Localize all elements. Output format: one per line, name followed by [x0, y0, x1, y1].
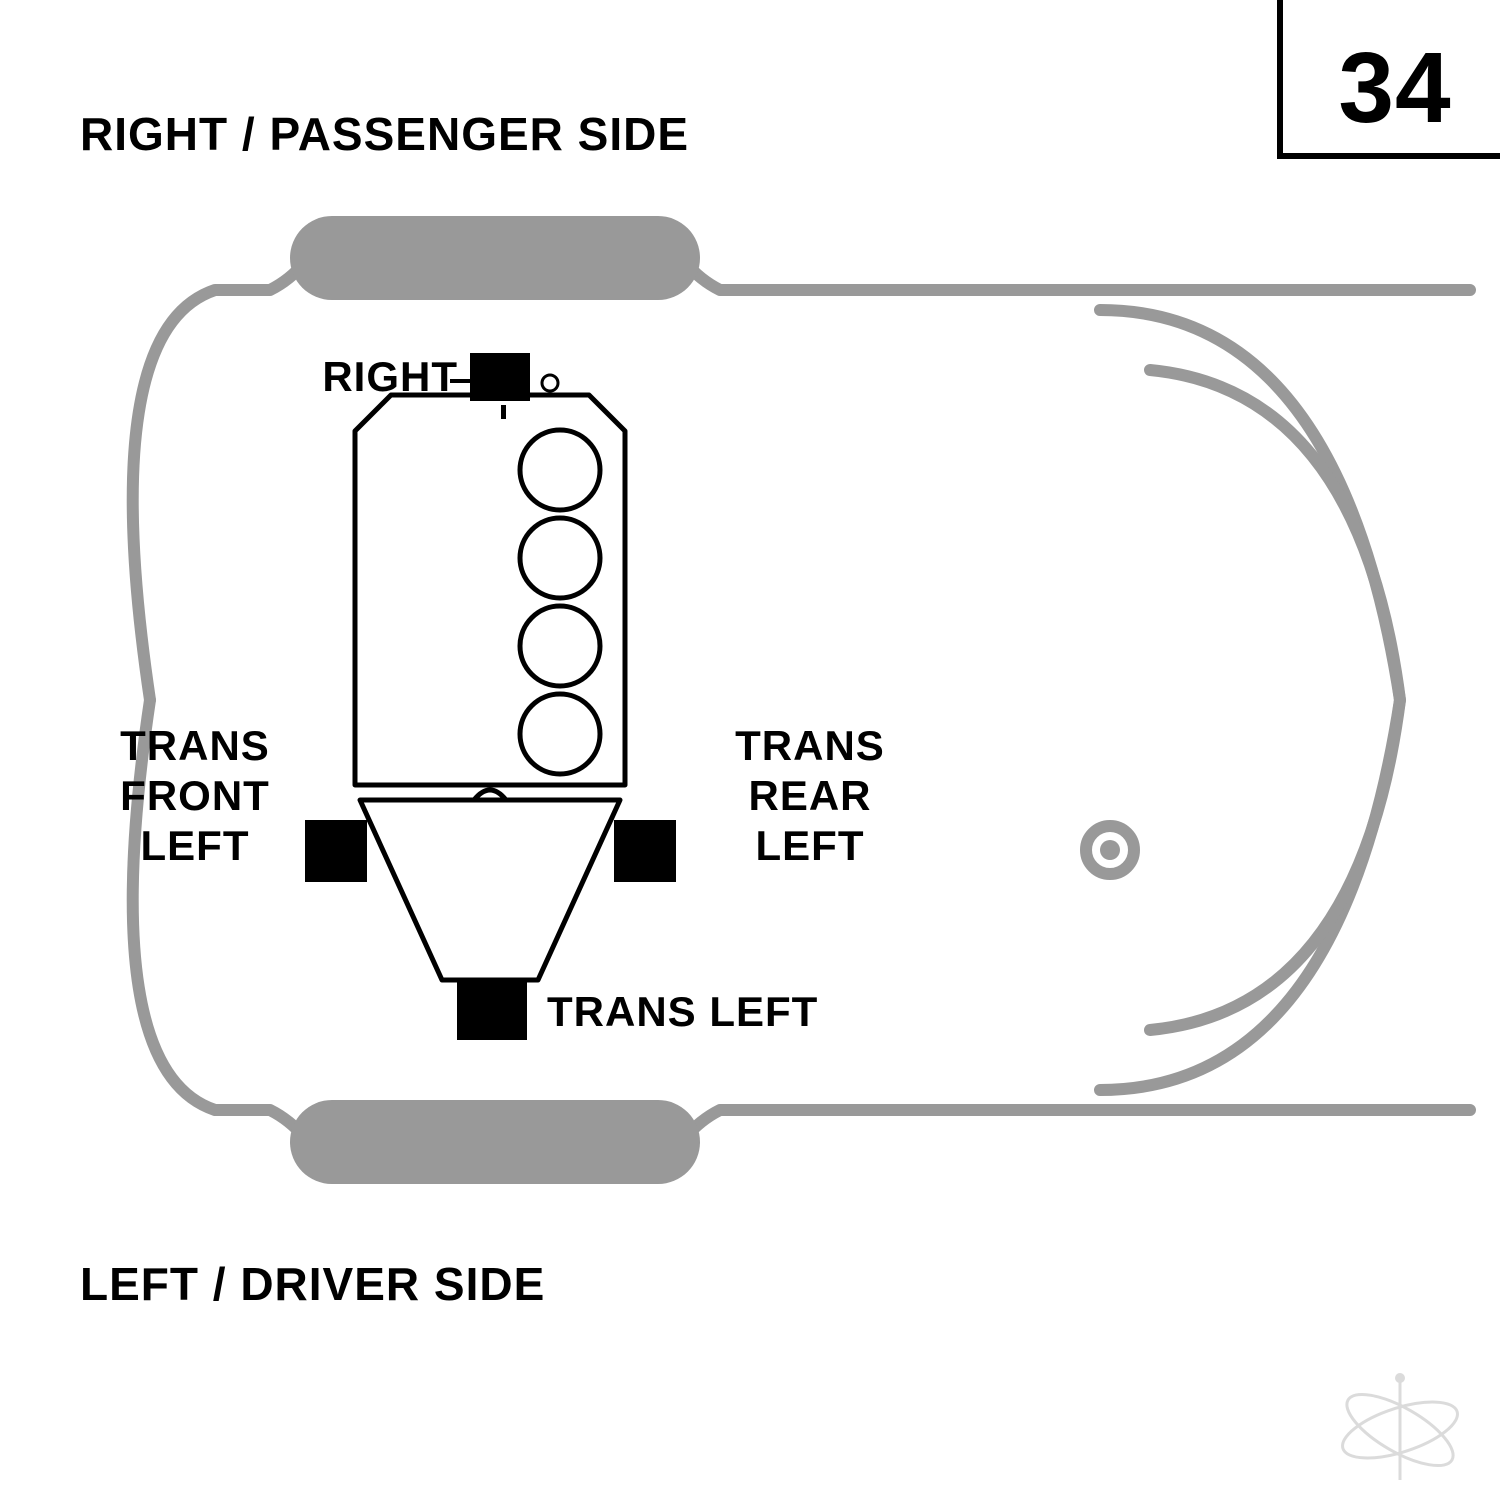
mount-trans-left: [457, 978, 527, 1040]
wheel-passenger-icon: [290, 216, 700, 300]
engine-block: [355, 375, 625, 785]
label-driver-side: LEFT / DRIVER SIDE: [80, 1258, 545, 1310]
page-number: 34: [1338, 32, 1451, 144]
label-trans-front-left: FRONT: [120, 772, 270, 819]
label-right-mount: RIGHT: [322, 353, 458, 400]
engine-mount-diagram: 34 RIGHT / PASSENGER SIDE LEFT / DRIVER SI…: [0, 0, 1500, 1500]
label-trans-rear-left: TRANS: [735, 722, 885, 769]
mount-trans-rear-left: [614, 820, 676, 882]
label-trans-rear-left: REAR: [748, 772, 871, 819]
label-trans-front-left: LEFT: [141, 822, 250, 869]
label-passenger-side: RIGHT / PASSENGER SIDE: [80, 108, 689, 160]
transmission-housing: [360, 790, 620, 980]
mount-right: [470, 353, 530, 401]
label-trans-rear-left: LEFT: [756, 822, 865, 869]
label-trans-left: TRANS LEFT: [547, 988, 818, 1035]
mount-trans-front-left: [305, 820, 367, 882]
watermark-icon: [1336, 1373, 1464, 1480]
wheel-driver-icon: [290, 1100, 700, 1184]
label-trans-front-left: TRANS: [120, 722, 270, 769]
